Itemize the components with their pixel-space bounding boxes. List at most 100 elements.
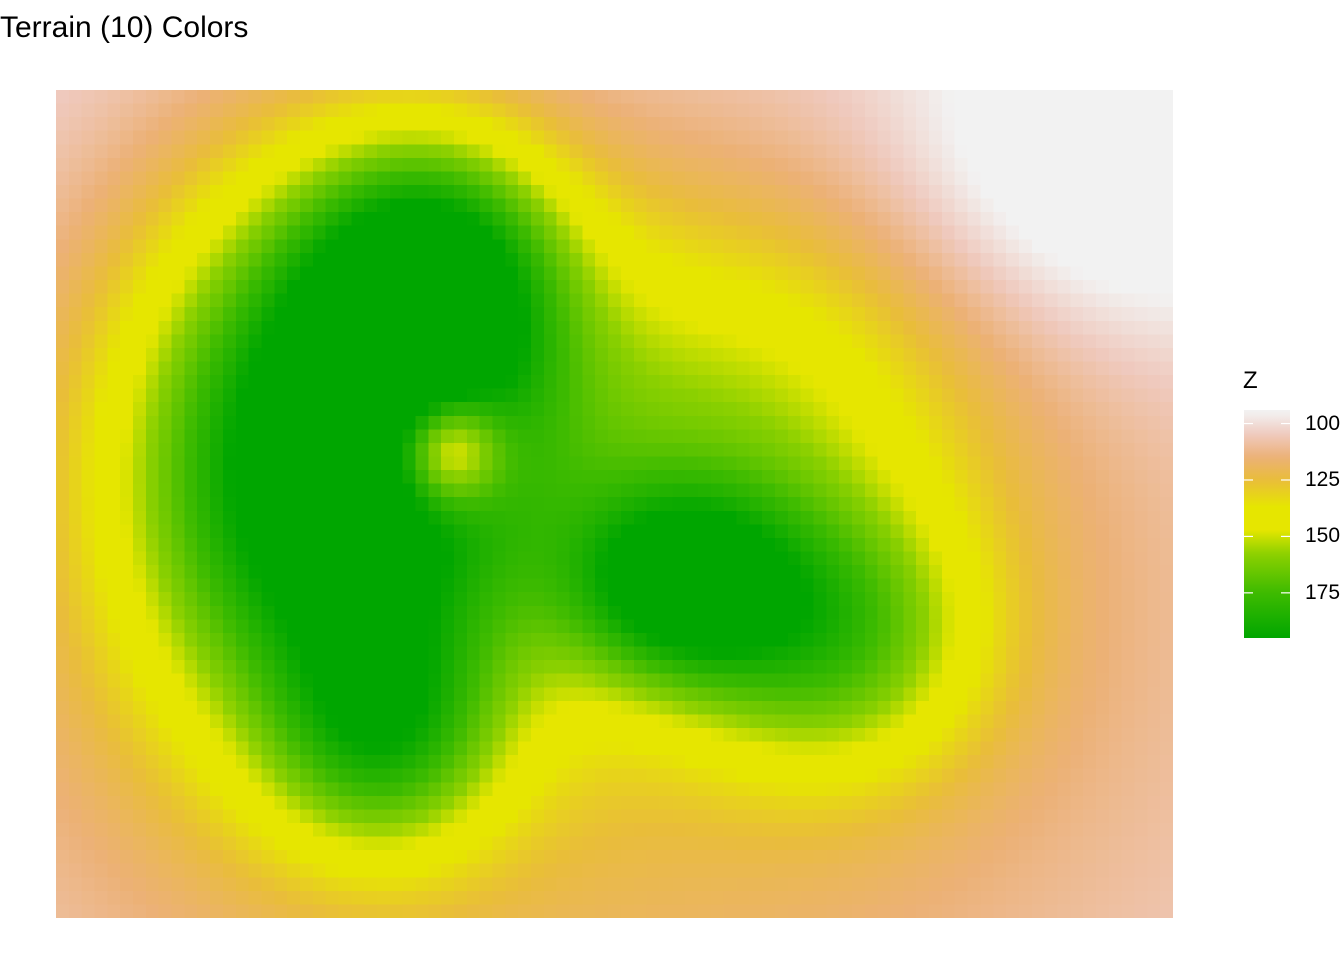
heatmap-cell: [184, 198, 198, 213]
heatmap-cell: [800, 225, 815, 240]
heatmap-cell: [133, 605, 147, 620]
heatmap-cell: [672, 266, 686, 281]
heatmap-cell: [287, 239, 301, 254]
heatmap-cell: [659, 144, 673, 159]
heatmap-cell: [1134, 578, 1148, 593]
heatmap-cell: [338, 266, 352, 281]
heatmap-cell: [505, 307, 519, 322]
heatmap-cell: [158, 415, 173, 430]
heatmap-cell: [543, 361, 558, 376]
heatmap-cell: [736, 714, 750, 729]
heatmap-cell: [980, 225, 994, 240]
heatmap-cell: [723, 470, 738, 485]
heatmap-cell: [107, 578, 121, 593]
heatmap-cell: [852, 280, 866, 295]
heatmap-cell: [107, 646, 121, 661]
heatmap-cell: [595, 252, 609, 268]
heatmap-cell: [1031, 429, 1046, 444]
heatmap-cell: [852, 103, 866, 118]
heatmap-cell: [659, 510, 673, 525]
heatmap-cell: [659, 632, 673, 648]
heatmap-cell: [1057, 252, 1071, 268]
heatmap-cell: [646, 551, 661, 566]
heatmap-cell: [1044, 334, 1059, 349]
heatmap-cell: [633, 537, 648, 553]
heatmap-cell: [620, 442, 635, 458]
heatmap-cell: [543, 632, 558, 648]
heatmap-cell: [518, 456, 532, 471]
heatmap-cell: [736, 307, 750, 322]
heatmap-cell: [197, 117, 211, 132]
heatmap-cell: [710, 144, 725, 159]
heatmap-cell: [107, 551, 121, 566]
heatmap-cell: [287, 144, 301, 159]
heatmap-cell: [248, 673, 263, 688]
heatmap-cell: [338, 442, 352, 458]
heatmap-cell: [1108, 524, 1123, 539]
heatmap-cell: [171, 768, 185, 783]
heatmap-cell: [954, 551, 969, 566]
heatmap-cell: [595, 510, 609, 525]
heatmap-cell: [287, 687, 301, 702]
heatmap-cell: [967, 90, 982, 105]
heatmap-cell: [967, 429, 982, 444]
heatmap-cell: [145, 483, 160, 498]
heatmap-cell: [749, 619, 763, 634]
heatmap-cell: [582, 578, 596, 593]
heatmap-cell: [479, 727, 494, 743]
heatmap-cell: [351, 497, 365, 512]
heatmap-cell: [210, 768, 224, 783]
heatmap-cell: [454, 185, 468, 200]
heatmap-cell: [1134, 565, 1148, 580]
heatmap-cell: [916, 714, 930, 729]
heatmap-cell: [659, 660, 673, 675]
heatmap-cell: [543, 822, 558, 838]
heatmap-cell: [1147, 578, 1161, 593]
heatmap-cell: [325, 741, 340, 756]
heatmap-cell: [672, 212, 686, 227]
heatmap-cell: [864, 578, 879, 593]
heatmap-cell: [736, 402, 750, 417]
heatmap-cell: [1044, 565, 1059, 580]
heatmap-cell: [364, 375, 378, 390]
heatmap-cell: [1006, 524, 1020, 539]
heatmap-cell: [376, 239, 391, 254]
heatmap-cell: [800, 280, 815, 295]
heatmap-cell: [852, 850, 866, 865]
heatmap-cell: [954, 347, 969, 363]
heatmap-cell: [312, 185, 327, 200]
heatmap-cell: [235, 361, 250, 376]
heatmap-cell: [877, 605, 892, 620]
heatmap-cell: [1018, 551, 1033, 566]
heatmap-cell: [890, 157, 904, 173]
heatmap-cell: [274, 727, 288, 743]
heatmap-cell: [133, 252, 147, 268]
heatmap-cell: [1044, 537, 1059, 553]
heatmap-cell: [1160, 727, 1173, 743]
heatmap-cell: [338, 157, 352, 173]
heatmap-cell: [556, 307, 571, 322]
heatmap-cell: [235, 727, 250, 743]
heatmap-cell: [56, 130, 70, 145]
heatmap-cell: [389, 727, 404, 743]
heatmap-cell: [81, 293, 96, 308]
heatmap-cell: [1006, 293, 1020, 308]
heatmap-cell: [839, 741, 853, 756]
heatmap-cell: [1095, 185, 1110, 200]
heatmap-cell: [800, 415, 815, 430]
heatmap-cell: [556, 619, 571, 634]
heatmap-cell: [479, 402, 494, 417]
heatmap-cell: [787, 171, 802, 186]
heatmap-cell: [1121, 375, 1136, 390]
heatmap-cell: [68, 537, 83, 553]
heatmap-cell: [672, 660, 686, 675]
heatmap-cell: [839, 673, 853, 688]
heatmap-cell: [1018, 280, 1033, 295]
heatmap-cell: [723, 334, 738, 349]
heatmap-cell: [672, 252, 686, 268]
heatmap-cell: [210, 402, 224, 417]
heatmap-cell: [685, 334, 699, 349]
heatmap-cell: [916, 619, 930, 634]
heatmap-cell: [762, 90, 776, 105]
heatmap-cell: [1147, 755, 1161, 770]
